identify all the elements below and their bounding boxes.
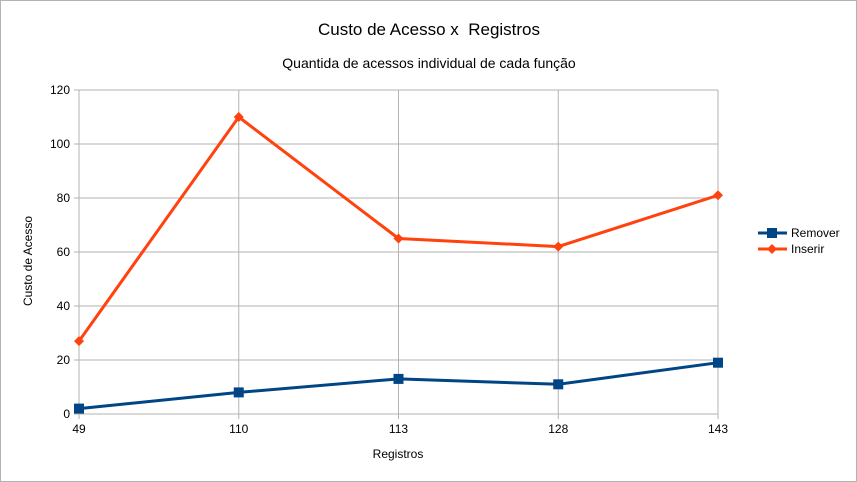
x-tick-label: 128	[548, 422, 568, 436]
x-tick-label: 110	[229, 422, 248, 436]
legend-item: Inserir	[758, 242, 824, 256]
series-inserir	[74, 112, 723, 347]
y-tick-label: 80	[57, 191, 71, 205]
y-tick-label: 60	[57, 245, 71, 259]
legend-label: Inserir	[791, 242, 824, 256]
x-tick-label: 49	[72, 422, 86, 436]
x-tick-label: 113	[389, 422, 408, 436]
grid	[78, 89, 719, 415]
y-tick-label: 40	[57, 299, 71, 313]
data-point	[74, 403, 84, 414]
data-point	[713, 357, 723, 368]
data-point	[393, 373, 404, 384]
legend-item: Remover	[758, 226, 840, 240]
legend-marker	[767, 244, 777, 254]
data-point	[553, 379, 564, 390]
data-point	[233, 387, 244, 398]
data-point	[393, 233, 404, 244]
series-remover	[74, 357, 723, 414]
legend: Remover Inserir	[758, 226, 840, 256]
y-tick-label: 100	[50, 137, 70, 151]
y-tick-label: 20	[57, 353, 71, 367]
data-point	[74, 336, 84, 347]
x-axis-label: Registros	[373, 447, 424, 461]
y-axis-ticks: 0 20 40 60 80 100 120	[50, 83, 79, 421]
chart-title: Custo de Acesso x Registros	[318, 20, 540, 39]
y-axis-label: Custo de Acesso	[21, 216, 35, 306]
data-point	[233, 112, 244, 122]
legend-label: Remover	[791, 226, 840, 240]
chart-subtitle: Quantida de acessos individual de cada f…	[282, 55, 576, 71]
series-layer	[74, 112, 723, 414]
data-point	[553, 241, 564, 252]
y-tick-label: 120	[50, 83, 70, 97]
x-axis-ticks: 49 110 113 128 143	[72, 414, 728, 436]
data-point	[713, 190, 723, 201]
legend-marker	[767, 228, 777, 238]
x-tick-label: 143	[708, 422, 728, 436]
y-tick-label: 0	[63, 407, 70, 421]
